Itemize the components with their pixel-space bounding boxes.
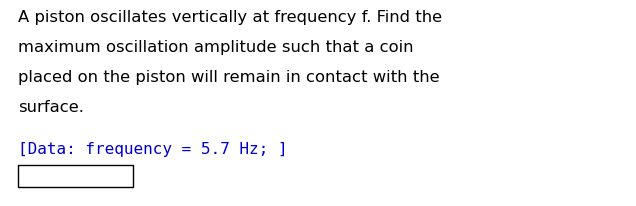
Text: maximum oscillation amplitude such that a coin: maximum oscillation amplitude such that … bbox=[18, 40, 413, 55]
Text: placed on the piston will remain in contact with the: placed on the piston will remain in cont… bbox=[18, 70, 439, 85]
Text: A piston oscillates vertically at frequency f. Find the: A piston oscillates vertically at freque… bbox=[18, 10, 442, 25]
Text: surface.: surface. bbox=[18, 100, 84, 115]
Text: [Data: frequency = 5.7 Hz; ]: [Data: frequency = 5.7 Hz; ] bbox=[18, 142, 287, 157]
